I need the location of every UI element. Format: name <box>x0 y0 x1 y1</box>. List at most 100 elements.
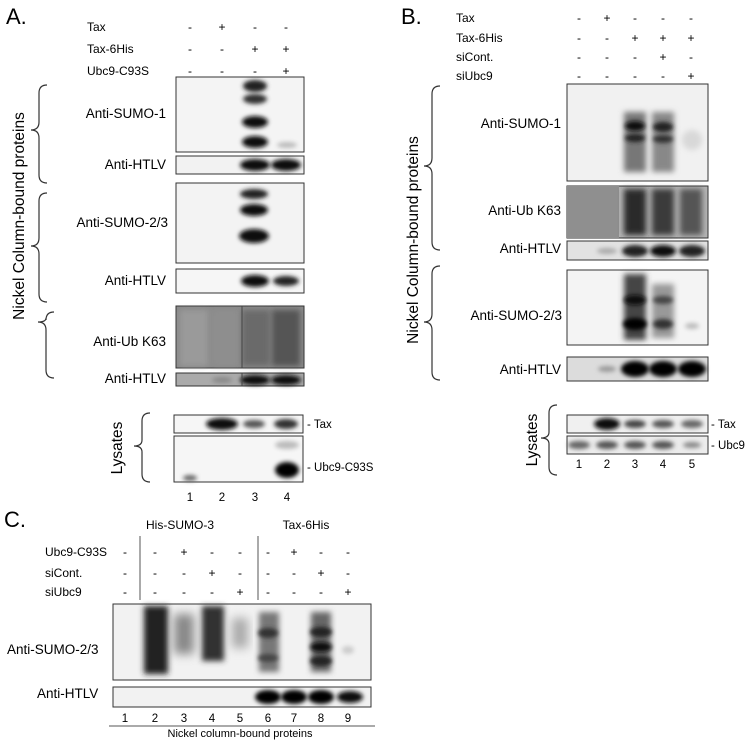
sign: + <box>208 566 215 580</box>
group-label-tax-6his: Tax-6His <box>283 518 330 532</box>
sign: - <box>153 545 157 559</box>
sign: + <box>659 31 666 45</box>
sign: - <box>182 585 186 599</box>
lysate-b-tax <box>566 414 709 434</box>
condition-label-tax: Tax <box>87 20 106 34</box>
sign: - <box>633 69 637 83</box>
condition-label-sicont: siCont. <box>45 566 82 580</box>
sign: - <box>292 585 296 599</box>
lane-numbers-a: 1 2 3 4 <box>187 492 291 504</box>
sign: + <box>290 545 297 559</box>
sign: - <box>210 545 214 559</box>
band-label-ubc9-b: - Ubc9 <box>711 440 745 452</box>
sign: - <box>577 11 581 25</box>
blot-label-anti-sumo-2-3: Anti-SUMO-2/3 <box>76 215 168 230</box>
group-label-nickel-a: Nickel Column-bound proteins <box>11 112 28 320</box>
sign: - <box>153 585 157 599</box>
blot-label-anti-sumo-1: Anti-SUMO-1 <box>481 116 561 131</box>
sign: - <box>253 64 257 78</box>
brace-a-lysates <box>133 412 151 483</box>
sign: - <box>220 42 224 56</box>
sign: + <box>218 20 225 34</box>
lane-number: 7 <box>291 713 297 725</box>
sign: - <box>123 566 127 580</box>
sign: - <box>605 69 609 83</box>
lane-number: 1 <box>187 492 193 504</box>
lane-numbers-b: 1 2 3 4 5 <box>576 459 695 471</box>
blot-a-sumo-1 <box>175 76 305 153</box>
sign: - <box>319 585 323 599</box>
group-label-his-sumo-3: His-SUMO-3 <box>146 518 214 532</box>
brace-a-sumo1 <box>30 84 48 184</box>
blot-label-anti-htlv: Anti-HTLV <box>105 273 166 288</box>
sign: - <box>605 50 609 64</box>
lane-numbers-c: 1 2 3 4 5 6 7 8 9 <box>122 713 351 725</box>
lysate-b-ubc9 <box>566 435 709 455</box>
sign: - <box>153 566 157 580</box>
sign: + <box>344 585 351 599</box>
brace-b-bottom <box>423 265 441 381</box>
brace-b-lysates <box>540 404 558 476</box>
sign: + <box>282 64 289 78</box>
lane-number: 3 <box>632 459 638 471</box>
condition-signs-b: - + - - - - - + + + - - - + - - - - - + <box>577 11 695 83</box>
band-label-tax-b: - Tax <box>711 419 736 431</box>
blot-label-anti-sumo-2-3: Anti-SUMO-2/3 <box>470 308 562 323</box>
sign: - <box>292 566 296 580</box>
sign: + <box>659 50 666 64</box>
sign: + <box>236 585 243 599</box>
lane-number: 2 <box>604 459 610 471</box>
sign: - <box>346 566 350 580</box>
brace-a-ubk63 <box>37 311 55 379</box>
lane-number: 8 <box>318 713 324 725</box>
condition-label-tax: Tax <box>456 11 475 25</box>
brace-a-sumo23 <box>30 192 48 303</box>
condition-label-siubc9: siUbc9 <box>45 585 82 599</box>
sign: - <box>319 545 323 559</box>
blot-label-anti-sumo-1: Anti-SUMO-1 <box>86 106 166 121</box>
blot-label-anti-ub-k63: Anti-Ub K63 <box>488 203 561 218</box>
lane-number: 6 <box>265 713 271 725</box>
band-label-tax-a: - Tax <box>307 419 332 431</box>
lane-number: 9 <box>345 713 351 725</box>
brace-b-top <box>423 85 441 251</box>
sign: - <box>266 566 270 580</box>
group-label-nickel-b: Nickel Column-bound proteins <box>405 136 422 344</box>
sign: - <box>577 50 581 64</box>
blot-a-sumo-2-3 <box>175 182 305 264</box>
sign: - <box>689 11 693 25</box>
sign: - <box>220 64 224 78</box>
lane-number: 2 <box>152 713 158 725</box>
blot-c-htlv <box>112 686 372 708</box>
sign: - <box>577 31 581 45</box>
condition-label-ubc9-c93s: Ubc9-C93S <box>45 545 107 559</box>
sign: - <box>266 585 270 599</box>
sign: - <box>182 566 186 580</box>
blot-c-sumo-2-3 <box>112 603 372 681</box>
condition-label-ubc9-c93s: Ubc9-C93S <box>87 64 149 78</box>
lane-number: 4 <box>660 459 667 471</box>
blot-b-htlv-2 <box>566 356 709 382</box>
sign: + <box>603 11 610 25</box>
blot-b-sumo-2-3 <box>566 269 709 346</box>
condition-signs-c: - - + - - - + - - - - - + - - - + - - - … <box>123 545 352 599</box>
sign: - <box>346 545 350 559</box>
blot-label-anti-htlv: Anti-HTLV <box>500 241 561 256</box>
lane-number: 5 <box>237 713 243 725</box>
panel-c: C. His-SUMO-3 Tax-6His Ubc9-C93S siCont.… <box>4 507 375 740</box>
sign: - <box>689 50 693 64</box>
sign: - <box>210 585 214 599</box>
lane-number: 3 <box>252 492 258 504</box>
lane-number: 5 <box>689 459 695 471</box>
sign: - <box>284 20 288 34</box>
blot-b-htlv-1 <box>566 240 709 261</box>
blot-label-anti-htlv: Anti-HTLV <box>105 157 166 172</box>
band-label-ubc9-c93s-a: - Ubc9-C93S <box>307 462 374 474</box>
lane-number: 1 <box>122 713 128 725</box>
sign: - <box>253 20 257 34</box>
blot-b-sumo-1 <box>566 83 709 182</box>
lysates-label-b: Lysates <box>524 413 541 466</box>
sign: + <box>282 42 289 56</box>
panel-c-label: C. <box>4 507 26 532</box>
